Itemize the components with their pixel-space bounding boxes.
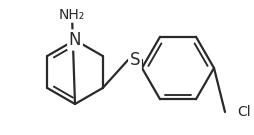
Text: N: N — [69, 31, 81, 49]
Text: S: S — [129, 51, 140, 69]
Text: Cl: Cl — [236, 105, 250, 119]
Text: NH₂: NH₂ — [59, 8, 85, 22]
